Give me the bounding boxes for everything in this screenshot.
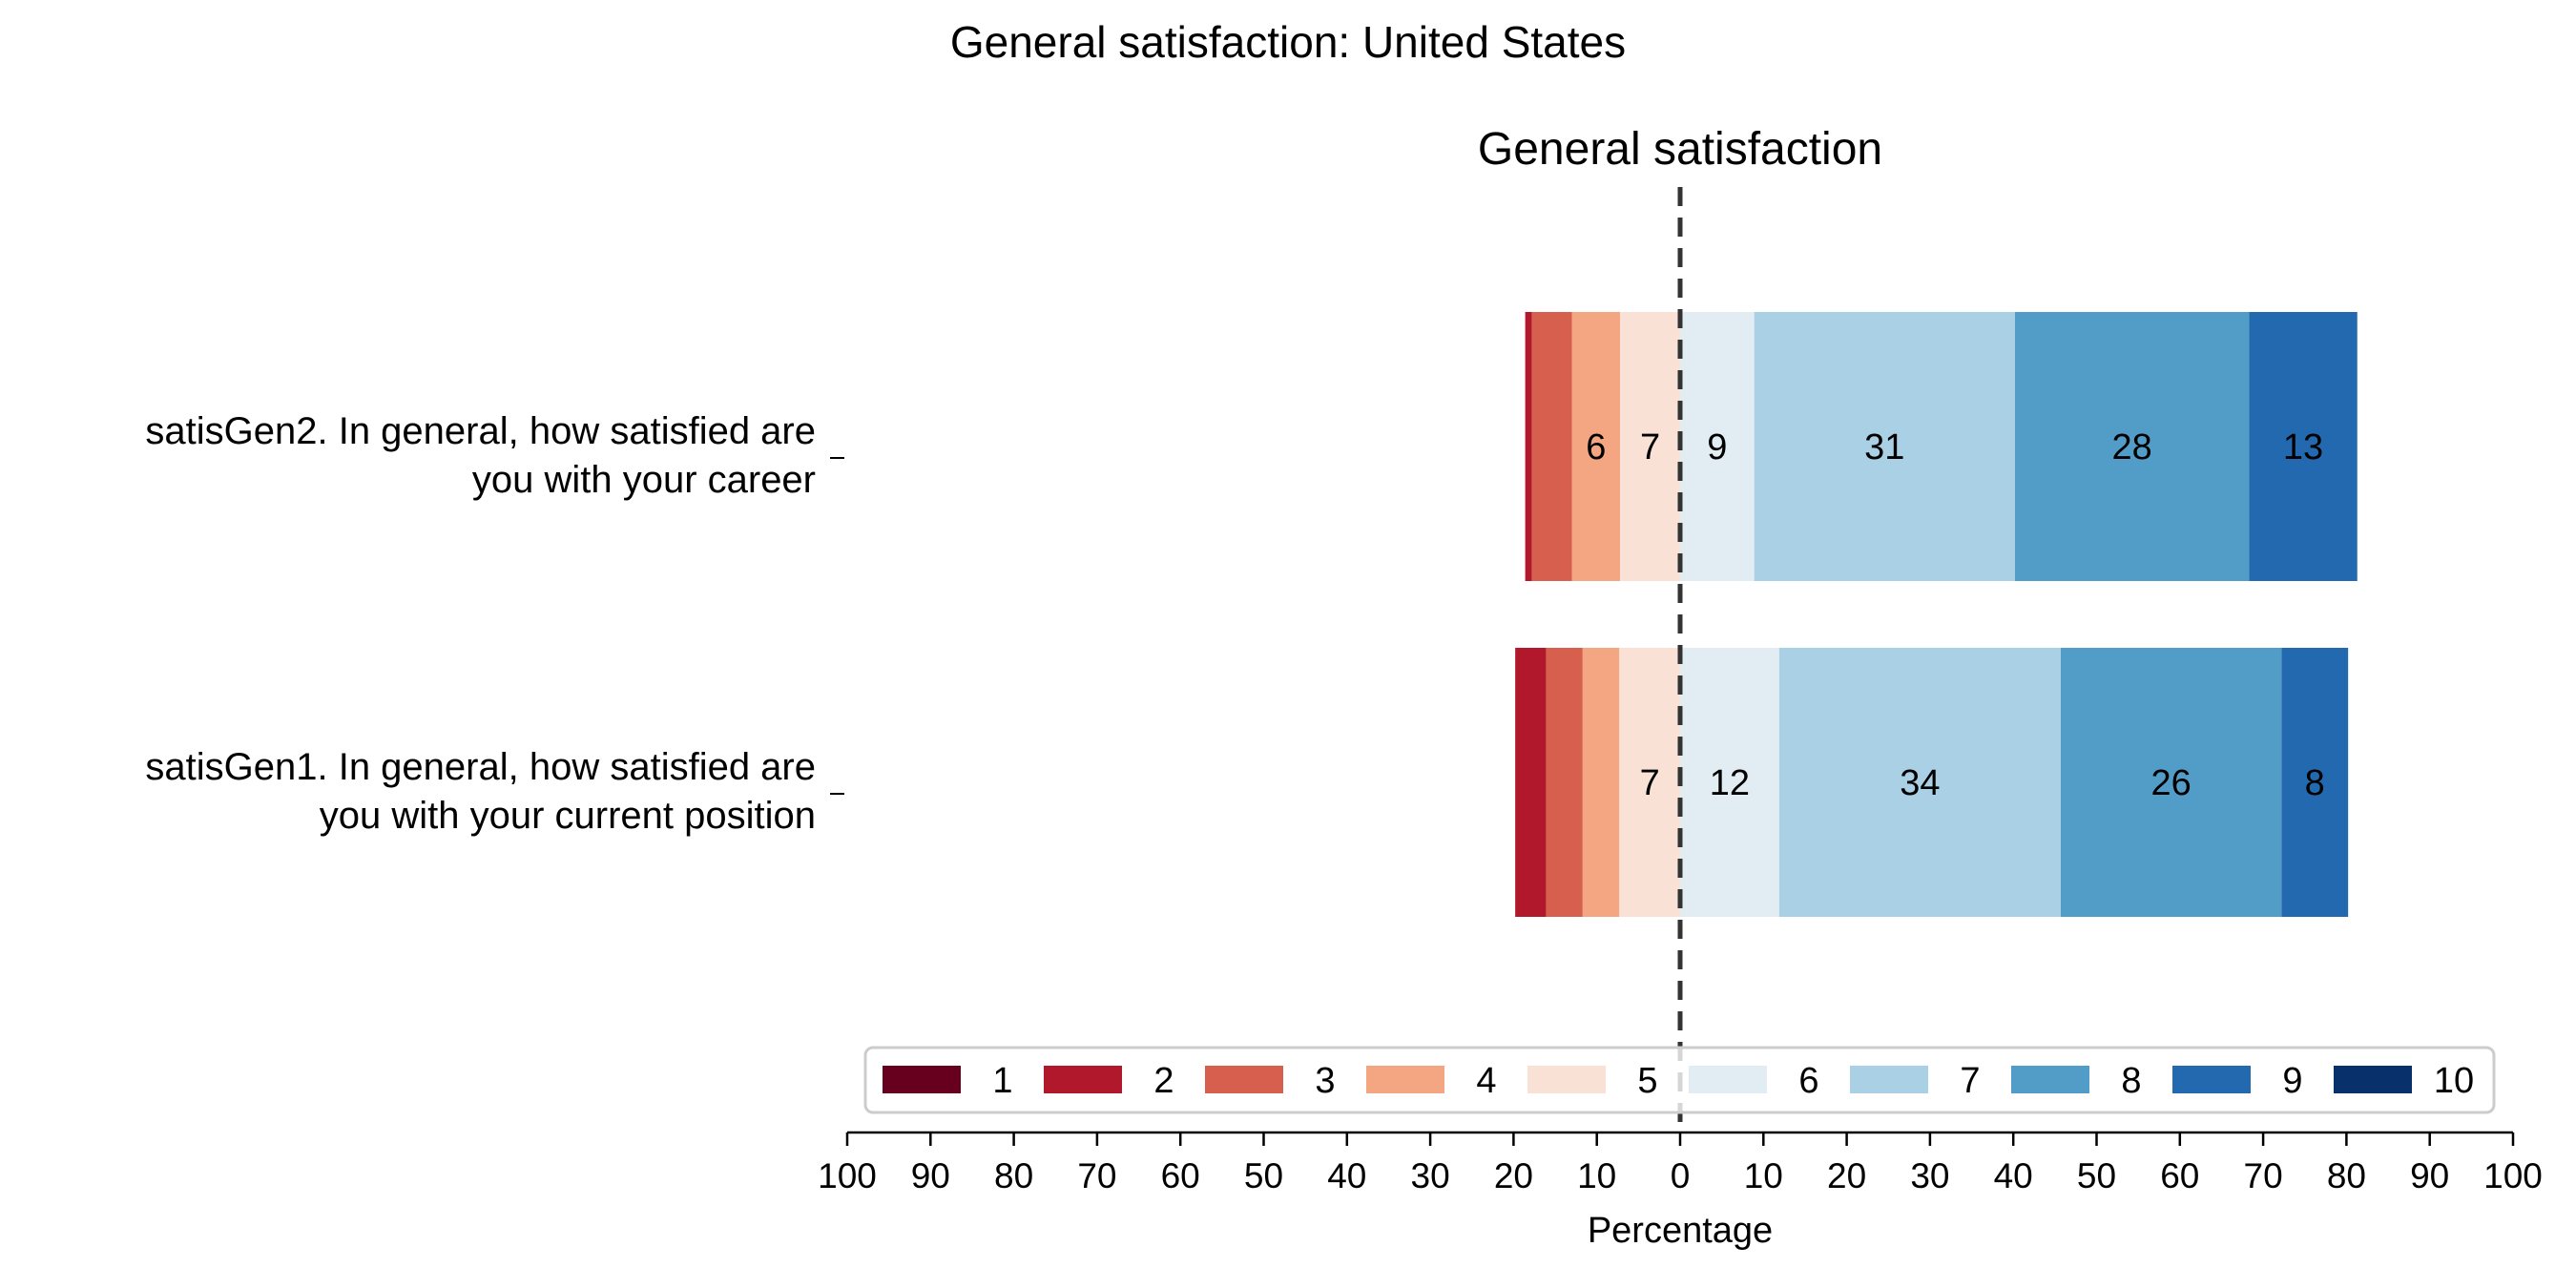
legend: 1 2 3 4 5 6 7 8 9 10 (863, 1046, 2496, 1114)
y-axis: satisGen2. In general, how satisfied are… (145, 410, 844, 837)
chart-title: General satisfaction: United States (950, 17, 1626, 67)
bar-segment-2-2 (1515, 648, 1547, 917)
legend-swatch-5 (1527, 1066, 1606, 1093)
x-tick-label: 40 (1327, 1156, 1366, 1195)
y-tick-label: you with your current position (320, 795, 816, 837)
legend-swatch-7 (1850, 1066, 1928, 1093)
bar-segment-1-6 (1680, 312, 1755, 581)
x-tick-label: 50 (2077, 1156, 2116, 1195)
legend-swatch-10 (2334, 1066, 2412, 1093)
legend-swatch-1 (883, 1066, 961, 1093)
legend-frame (863, 1046, 2496, 1114)
bar-segment-1-7 (1754, 312, 2015, 581)
bar-group: 6 7 9 31 28 137 12 34 26 8 (1515, 312, 2358, 917)
legend-swatch-4 (1366, 1066, 1444, 1093)
legend-label: 6 (1798, 1061, 1818, 1101)
x-tick-label: 0 (1671, 1156, 1691, 1195)
x-tick-label: 60 (1161, 1156, 1200, 1195)
bar-value-label: 7 (1640, 427, 1660, 467)
bar-segment-1-5 (1620, 312, 1680, 581)
legend-label: 9 (2282, 1061, 2302, 1101)
x-tick-label: 100 (2483, 1156, 2543, 1195)
bar-segment-2-9 (2281, 648, 2349, 917)
x-tick-label: 100 (818, 1156, 877, 1195)
bar-value-label: 8 (2305, 763, 2325, 803)
legend-label: 8 (2121, 1061, 2141, 1101)
x-tick-label: 20 (1494, 1156, 1533, 1195)
bar-value-label: 6 (1586, 427, 1606, 467)
bar-segment-1-9 (2249, 312, 2358, 581)
bar-value-label: 9 (1707, 427, 1727, 467)
legend-label: 7 (1960, 1061, 1980, 1101)
x-axis: 100 90 80 70 60 50 40 30 20 10 0 10 20 30 40 50 60 70 80 90… (818, 1131, 2543, 1195)
x-tick-label: 40 (1994, 1156, 2033, 1195)
bar-segment-2-6 (1680, 648, 1779, 917)
x-tick-label: 30 (1411, 1156, 1450, 1195)
legend-label: 5 (1637, 1061, 1657, 1101)
legend-swatch-6 (1689, 1066, 1767, 1093)
x-axis-label: Percentage (1588, 1211, 1773, 1251)
x-tick-label: 70 (1077, 1156, 1116, 1195)
x-tick-label: 10 (1577, 1156, 1616, 1195)
bar-segment-1-8 (2014, 312, 2250, 581)
legend-swatch-8 (2011, 1066, 2089, 1093)
chart-subtitle: General satisfaction (1478, 124, 1882, 175)
bar-value-label: 13 (2283, 427, 2323, 467)
y-tick-label: satisGen2. In general, how satisfied are (145, 410, 816, 452)
bar-segment-2-4 (1582, 648, 1620, 917)
x-tick-label: 80 (2327, 1156, 2366, 1195)
legend-label: 4 (1476, 1061, 1496, 1101)
bar-segment-2-7 (1778, 648, 2061, 917)
bar-value-label: 12 (1710, 763, 1750, 803)
legend-swatch-9 (2172, 1066, 2251, 1093)
x-tick-label: 50 (1244, 1156, 1283, 1195)
y-tick-label: you with your career (472, 459, 816, 501)
x-tick-label: 10 (1744, 1156, 1783, 1195)
bar-value-label: 28 (2111, 427, 2151, 467)
legend-label: 3 (1315, 1061, 1335, 1101)
x-tick-label: 80 (994, 1156, 1033, 1195)
legend-label: 2 (1153, 1061, 1174, 1101)
y-tick-label: satisGen1. In general, how satisfied are (145, 746, 816, 788)
bar-segment-1-3 (1531, 312, 1572, 581)
bar-value-label: 26 (2150, 763, 2191, 803)
bar-segment-2-8 (2060, 648, 2282, 917)
x-tick-label: 90 (911, 1156, 950, 1195)
legend-swatch-3 (1205, 1066, 1283, 1093)
legend-swatch-2 (1044, 1066, 1122, 1093)
bar-segment-1-4 (1571, 312, 1621, 581)
bar-value-label: 34 (1900, 763, 1940, 803)
legend-label: 1 (992, 1061, 1012, 1101)
x-tick-label: 60 (2160, 1156, 2199, 1195)
bar-segment-2-5 (1619, 648, 1680, 917)
x-tick-label: 90 (2410, 1156, 2449, 1195)
bar-segment-1-2 (1525, 312, 1532, 581)
x-tick-label: 20 (1827, 1156, 1866, 1195)
bar-segment-2-3 (1546, 648, 1583, 917)
bar-value-label: 7 (1640, 763, 1660, 803)
x-tick-label: 70 (2244, 1156, 2283, 1195)
legend-label: 10 (2434, 1061, 2474, 1101)
x-tick-label: 30 (1910, 1156, 1949, 1195)
bar-value-label: 31 (1864, 427, 1904, 467)
